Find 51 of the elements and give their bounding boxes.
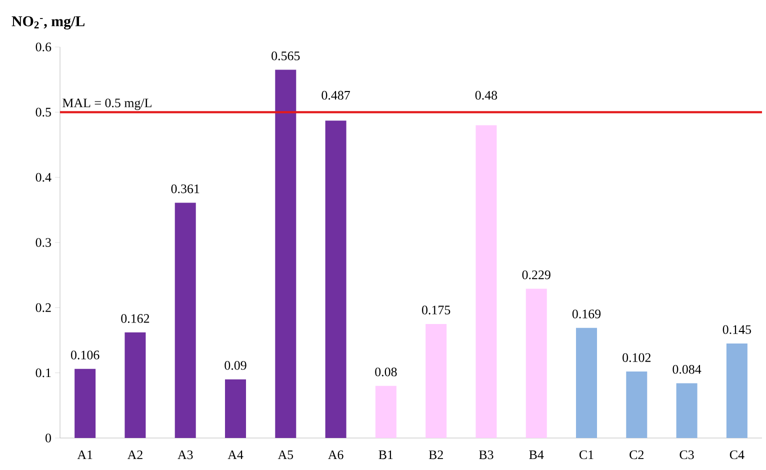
data-label: 0.106: [71, 350, 100, 360]
x-tick-label: B1: [378, 450, 393, 460]
x-tick-label: B3: [479, 450, 494, 460]
bar: [626, 372, 648, 438]
bar: [375, 386, 396, 438]
data-label: 0.361: [171, 184, 200, 194]
x-tick-label: A1: [77, 450, 92, 460]
data-label: 0.565: [272, 52, 300, 60]
data-label: 0.487: [322, 90, 350, 100]
bar: [275, 70, 296, 438]
data-label: 0.08: [375, 368, 397, 376]
data-label: 0.09: [224, 361, 246, 370]
data-label: 0.102: [622, 353, 651, 362]
y-tick-label: 0.6: [36, 42, 52, 52]
data-label: 0.169: [572, 310, 601, 318]
x-tick-label: A2: [127, 450, 142, 460]
data-label: 0.48: [475, 90, 498, 100]
ref-line-label: MAL = 0.5 mg/L: [62, 98, 152, 110]
x-tick-label: C3: [680, 450, 694, 460]
y-tick-label: 0.4: [36, 172, 52, 182]
bar: [476, 125, 497, 438]
y-axis-title: NO$_{2}$$^{-}$, mg/L: [12, 16, 85, 30]
x-tick-label: B4: [529, 450, 544, 460]
bar: [325, 120, 346, 438]
bar: [74, 368, 96, 438]
data-label: 0.229: [522, 270, 550, 280]
x-tick-label: C4: [730, 450, 744, 460]
y-tick-label: 0.5: [36, 108, 51, 117]
data-label: 0.145: [722, 325, 751, 334]
x-tick-label: C1: [579, 450, 594, 460]
y-tick-label: 0: [46, 434, 52, 442]
bar: [726, 344, 748, 438]
bar: [174, 202, 196, 438]
x-tick-label: A5: [278, 450, 294, 460]
x-tick-label: A3: [178, 450, 193, 460]
bar: [576, 328, 598, 438]
bar: [676, 383, 698, 438]
y-tick-label: 0.3: [36, 238, 51, 247]
bar: [124, 332, 146, 438]
data-label: 0.162: [121, 314, 150, 323]
x-tick-label: A6: [328, 450, 344, 460]
bar: [225, 379, 246, 438]
y-tick-label: 0.2: [36, 303, 51, 312]
x-tick-label: A4: [228, 450, 244, 460]
data-label: 0.175: [422, 306, 450, 314]
bar: [426, 324, 447, 438]
x-tick-label: B2: [428, 450, 443, 460]
y-tick-label: 0.1: [36, 368, 51, 378]
x-tick-label: C2: [630, 450, 644, 460]
bar: [526, 288, 547, 438]
data-label: 0.084: [672, 364, 702, 374]
